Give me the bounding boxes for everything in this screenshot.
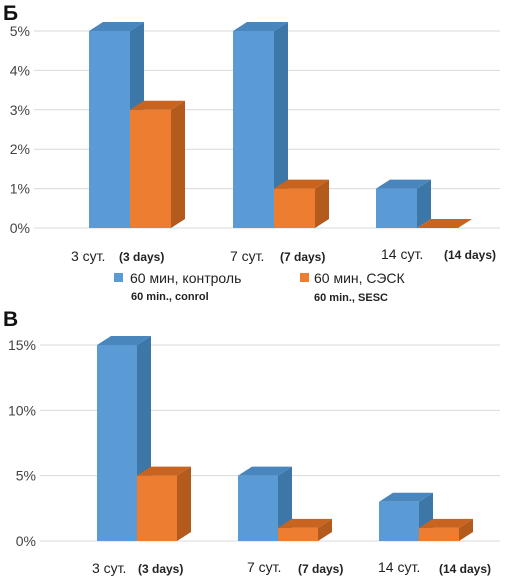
bar-side xyxy=(274,22,288,228)
bar-top xyxy=(238,466,292,476)
category-sublabel: (3 days) xyxy=(138,562,183,576)
bar-front xyxy=(376,188,417,228)
category-label: 7 сут. xyxy=(247,559,281,575)
bar-top xyxy=(417,219,472,228)
category-labels: 3 сут. (3 days) 7 сут. (7 days) 14 сут. … xyxy=(71,246,496,264)
bar-side xyxy=(315,179,329,228)
bar-top xyxy=(233,22,288,31)
bar-front xyxy=(97,345,137,541)
category-label: 14 сут. xyxy=(378,559,420,575)
y-tick-label: 1% xyxy=(10,181,30,197)
bar xyxy=(233,22,288,228)
bar xyxy=(417,219,472,228)
bars xyxy=(97,336,473,541)
bar xyxy=(376,179,431,228)
bar-top xyxy=(274,179,329,189)
bar xyxy=(130,100,185,228)
category-sublabel: (7 days) xyxy=(280,250,325,264)
bar xyxy=(137,466,191,541)
bar-top xyxy=(379,492,433,502)
y-tick-label: 10% xyxy=(8,402,36,418)
bar-top xyxy=(278,518,332,528)
y-tick-label: 0% xyxy=(10,220,30,236)
bar-front xyxy=(89,31,130,228)
chart-panel-v: В 0% 5% 10% 15% 3 сут. (3 days) 7 сут. (7 d… xyxy=(3,308,500,576)
bar-front xyxy=(419,527,459,541)
bar xyxy=(238,466,292,541)
bar-side xyxy=(318,518,332,541)
category-sublabel: (7 days) xyxy=(298,562,343,576)
y-tick-label: 5% xyxy=(10,23,30,39)
y-tick-label: 3% xyxy=(10,102,30,118)
bar-front xyxy=(137,475,177,541)
bar-side xyxy=(417,179,431,228)
bar-side xyxy=(171,100,185,228)
bar-front xyxy=(238,475,278,541)
y-axis-ticks: 0% 5% 10% 15% xyxy=(8,337,36,549)
bar-top xyxy=(130,100,185,110)
category-label: 3 сут. xyxy=(92,560,126,576)
category-sublabel: (14 days) xyxy=(439,562,491,576)
legend-sublabel-series2: 60 min., SESC xyxy=(314,292,388,304)
bar-top xyxy=(376,179,431,189)
y-tick-label: 5% xyxy=(16,468,36,484)
category-sublabel: (14 days) xyxy=(444,248,496,262)
legend-label-series2: 60 мин, СЭСК xyxy=(314,270,406,286)
bar-front xyxy=(278,527,318,541)
category-label: 7 сут. xyxy=(230,248,264,264)
category-sublabel: (3 days) xyxy=(119,250,164,264)
bar xyxy=(419,518,473,541)
y-tick-label: 2% xyxy=(10,141,30,157)
category-label: 3 сут. xyxy=(71,248,105,264)
bar-side xyxy=(177,466,191,541)
bar xyxy=(278,518,332,541)
legend-sublabel-series1: 60 min., conrol xyxy=(131,291,209,303)
bar-front xyxy=(233,31,274,228)
bar-top xyxy=(419,518,473,528)
bar-side xyxy=(459,518,473,541)
y-axis-ticks: 0% 1% 2% 3% 4% 5% xyxy=(10,23,30,236)
category-label: 14 сут. xyxy=(381,246,423,262)
bar-top xyxy=(137,466,191,476)
panel-letter-v: В xyxy=(3,308,18,331)
bar-front xyxy=(379,501,419,541)
legend: 60 мин, контроль 60 min., conrol 60 мин,… xyxy=(114,270,406,304)
y-tick-label: 0% xyxy=(16,533,36,549)
bar xyxy=(274,179,329,228)
legend-swatch-series2 xyxy=(300,273,309,282)
chart-panel-b: Б 0% 1% 2% 3% 4% 5% 3 сут. (3 days) 7 сут. (7… xyxy=(3,2,500,304)
panel-letter-b: Б xyxy=(3,2,18,25)
bar-top xyxy=(89,22,144,31)
bar xyxy=(97,336,151,541)
y-tick-label: 4% xyxy=(10,62,30,78)
bars xyxy=(89,22,472,228)
bar-front xyxy=(274,188,315,228)
y-tick-label: 15% xyxy=(8,337,36,353)
legend-swatch-series1 xyxy=(114,273,123,282)
category-labels: 3 сут. (3 days) 7 сут. (7 days) 14 сут. … xyxy=(92,559,491,576)
bar-front xyxy=(130,109,171,228)
bar-top xyxy=(97,336,151,345)
legend-label-series1: 60 мин, контроль xyxy=(130,270,241,286)
